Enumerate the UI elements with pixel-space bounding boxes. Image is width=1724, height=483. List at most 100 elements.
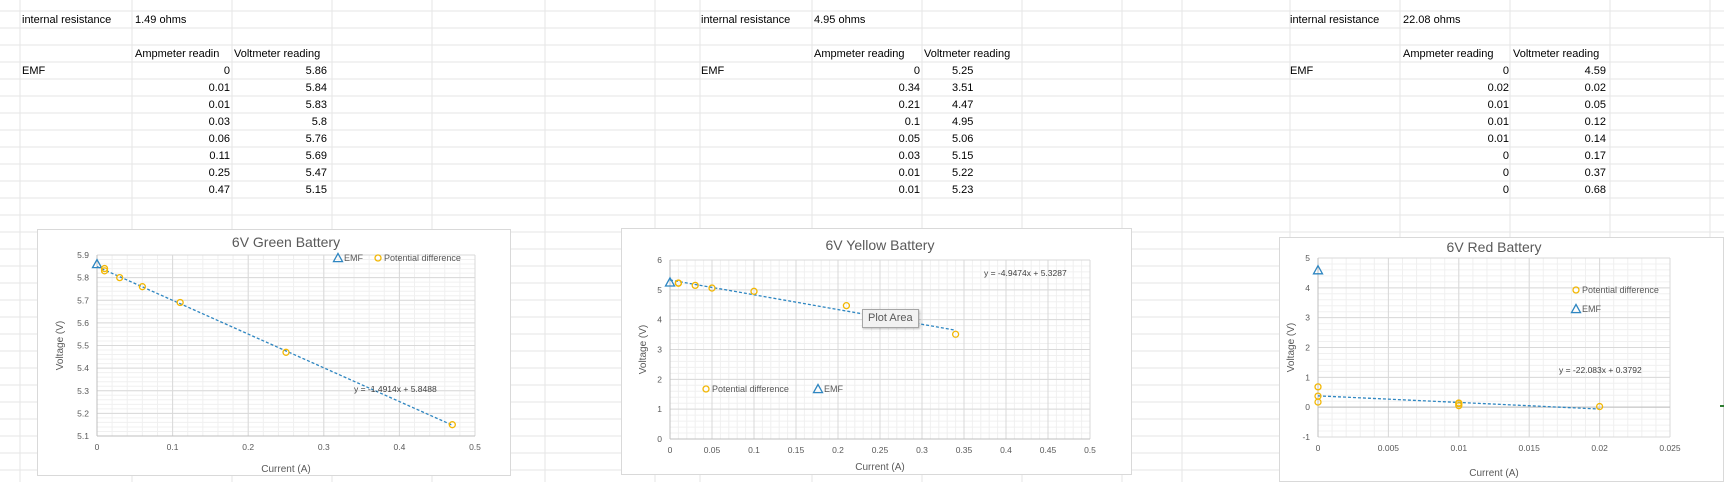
ammeter-cell[interactable]: 0.01 [1487, 99, 1509, 111]
potential-difference-point [282, 348, 290, 356]
ammeter-cell[interactable]: 0.03 [208, 116, 230, 128]
legend-label: Potential difference [712, 384, 789, 394]
potential-difference-point [100, 264, 109, 273]
ammeter-cell[interactable]: 0.01 [1487, 133, 1509, 145]
ammeter-cell[interactable]: 0 [913, 65, 920, 77]
voltmeter-cell[interactable]: 4.47 [952, 99, 974, 111]
resistance-label[interactable]: internal resistance [701, 14, 791, 26]
emf-label[interactable]: EMF [22, 65, 46, 77]
voltmeter-cell[interactable]: 3.51 [952, 82, 974, 94]
ammeter-cell[interactable]: 0 [1502, 150, 1509, 162]
ammeter-header[interactable]: Ampmeter reading [1403, 48, 1494, 60]
voltmeter-cell[interactable]: 5.22 [952, 167, 974, 179]
resistance-value[interactable]: 22.08 ohms [1403, 14, 1461, 26]
ammeter-cell[interactable]: 0.03 [898, 150, 920, 162]
legend-label: Potential difference [384, 253, 461, 263]
voltmeter-header[interactable]: Voltmeter reading [234, 48, 321, 60]
plot-area-tooltip: Plot Area [862, 309, 919, 328]
voltmeter-cell[interactable]: 5.15 [952, 150, 974, 162]
legend-marker-emf [332, 252, 344, 263]
resistance-label[interactable]: internal resistance [22, 14, 112, 26]
ammeter-cell[interactable]: 0.34 [898, 82, 920, 94]
x-tick-label: 0.3 [318, 442, 330, 452]
ammeter-header[interactable]: Ampmeter reading [814, 48, 905, 60]
y-tick-label: 5 [657, 285, 662, 295]
ammeter-cell[interactable]: 0 [1502, 167, 1509, 179]
y-tick-label: 5.4 [77, 363, 89, 373]
ammeter-cell[interactable]: 0.47 [208, 184, 230, 196]
voltmeter-cell[interactable]: 0.17 [1584, 150, 1606, 162]
x-axis-label: Current (A) [1469, 468, 1518, 479]
voltmeter-cell[interactable]: 5.86 [305, 65, 327, 77]
y-axis-label: Voltage (V) [55, 321, 66, 370]
ammeter-cell[interactable]: 0.21 [898, 99, 920, 111]
voltmeter-cell[interactable]: 5.25 [952, 65, 974, 77]
voltmeter-cell[interactable]: 5.69 [305, 150, 327, 162]
voltmeter-cell[interactable]: 4.95 [952, 116, 974, 128]
x-tick-label: 0.2 [242, 442, 254, 452]
legend-label: EMF [1582, 304, 1602, 314]
x-tick-label: 0.4 [1000, 445, 1012, 455]
x-tick-label: 0.25 [872, 445, 889, 455]
resistance-label[interactable]: internal resistance [1290, 14, 1380, 26]
chart-svg: 0 0.05 0.1 0.15 0.2 0.25 0.3 0.35 0.4 0.45 0.5 0 1 2 3… [638, 237, 1096, 473]
x-tick-label: 0.015 [1519, 443, 1541, 453]
voltmeter-cell[interactable]: 5.83 [305, 99, 327, 111]
resistance-value[interactable]: 1.49 ohms [135, 14, 187, 26]
ammeter-cell[interactable]: 0.05 [898, 133, 920, 145]
ammeter-cell[interactable]: 0 [1502, 184, 1509, 196]
legend-marker-emf [812, 383, 824, 394]
ammeter-header[interactable]: Ampmeter readin [135, 48, 220, 60]
voltmeter-cell[interactable]: 0.12 [1584, 116, 1606, 128]
ammeter-cell[interactable]: 0.1 [904, 116, 920, 128]
x-axis-label: Current (A) [261, 464, 310, 475]
ammeter-cell[interactable]: 0 [223, 65, 230, 77]
voltmeter-cell[interactable]: 0.02 [1584, 82, 1606, 94]
voltmeter-cell[interactable]: 5.84 [305, 82, 327, 94]
ammeter-cell[interactable]: 0.11 [209, 150, 230, 162]
y-tick-label: 5.9 [77, 250, 89, 260]
ammeter-cell[interactable]: 0.02 [1487, 82, 1509, 94]
x-axis-label: Current (A) [855, 462, 904, 473]
voltmeter-cell[interactable]: 5.8 [311, 116, 327, 128]
chart-green-battery[interactable]: 0 0.1 0.2 0.3 0.4 0.5 5.1 5.2 5.3 5.4 5.5 5.6 5.7 5.8… [37, 229, 511, 476]
ammeter-cell[interactable]: 0.01 [1487, 116, 1509, 128]
voltmeter-cell[interactable]: 5.23 [952, 184, 974, 196]
y-tick-label: 0 [1305, 402, 1310, 412]
chart-svg: 0 0.005 0.01 0.015 0.02 0.025 -1 0 1 2 3 4 5 6V Red B… [1286, 239, 1681, 479]
y-tick-label: 5.8 [77, 273, 89, 283]
legend-marker-emf [1570, 303, 1582, 314]
legend-label: Potential difference [1582, 285, 1659, 295]
voltmeter-cell[interactable]: 5.15 [305, 184, 327, 196]
resistance-value[interactable]: 4.95 ohms [814, 14, 866, 26]
potential-difference-point [176, 298, 184, 307]
ammeter-cell[interactable]: 0.01 [208, 99, 230, 111]
chart-title: 6V Red Battery [1447, 239, 1542, 255]
voltmeter-header[interactable]: Voltmeter reading [924, 48, 1011, 60]
ammeter-cell[interactable]: 0.01 [898, 184, 920, 196]
voltmeter-cell[interactable]: 0.05 [1584, 99, 1606, 111]
chart-red-battery[interactable]: 0 0.005 0.01 0.015 0.02 0.025 -1 0 1 2 3 4 5 6V Red B… [1279, 237, 1724, 482]
ammeter-cell[interactable]: 0.01 [898, 167, 920, 179]
voltmeter-cell[interactable]: 5.76 [305, 133, 327, 145]
chart-yellow-battery[interactable]: 0 0.05 0.1 0.15 0.2 0.25 0.3 0.35 0.4 0.45 0.5 0 1 2 3… [621, 228, 1132, 475]
ammeter-cell[interactable]: 0.25 [208, 167, 230, 179]
ammeter-cell[interactable]: 0.01 [208, 82, 230, 94]
x-tick-label: 0.15 [788, 445, 805, 455]
ammeter-cell[interactable]: 0.06 [208, 133, 230, 145]
voltmeter-cell[interactable]: 0.14 [1584, 133, 1606, 145]
voltmeter-cell[interactable]: 5.47 [305, 167, 327, 179]
emf-label[interactable]: EMF [1290, 65, 1314, 77]
voltmeter-cell[interactable]: 5.06 [952, 133, 974, 145]
y-tick-label: 1 [657, 404, 662, 414]
trendline-equation: y = -4.9474x + 5.3287 [984, 268, 1067, 278]
voltmeter-cell[interactable]: 0.68 [1584, 184, 1606, 196]
emf-point [664, 276, 676, 287]
ammeter-cell[interactable]: 0 [1502, 65, 1509, 77]
emf-label[interactable]: EMF [701, 65, 725, 77]
voltmeter-cell[interactable]: 4.59 [1584, 65, 1606, 77]
y-tick-label: 1 [1305, 372, 1310, 382]
voltmeter-header[interactable]: Voltmeter reading [1513, 48, 1600, 60]
potential-difference-point [750, 287, 758, 295]
voltmeter-cell[interactable]: 0.37 [1584, 167, 1606, 179]
